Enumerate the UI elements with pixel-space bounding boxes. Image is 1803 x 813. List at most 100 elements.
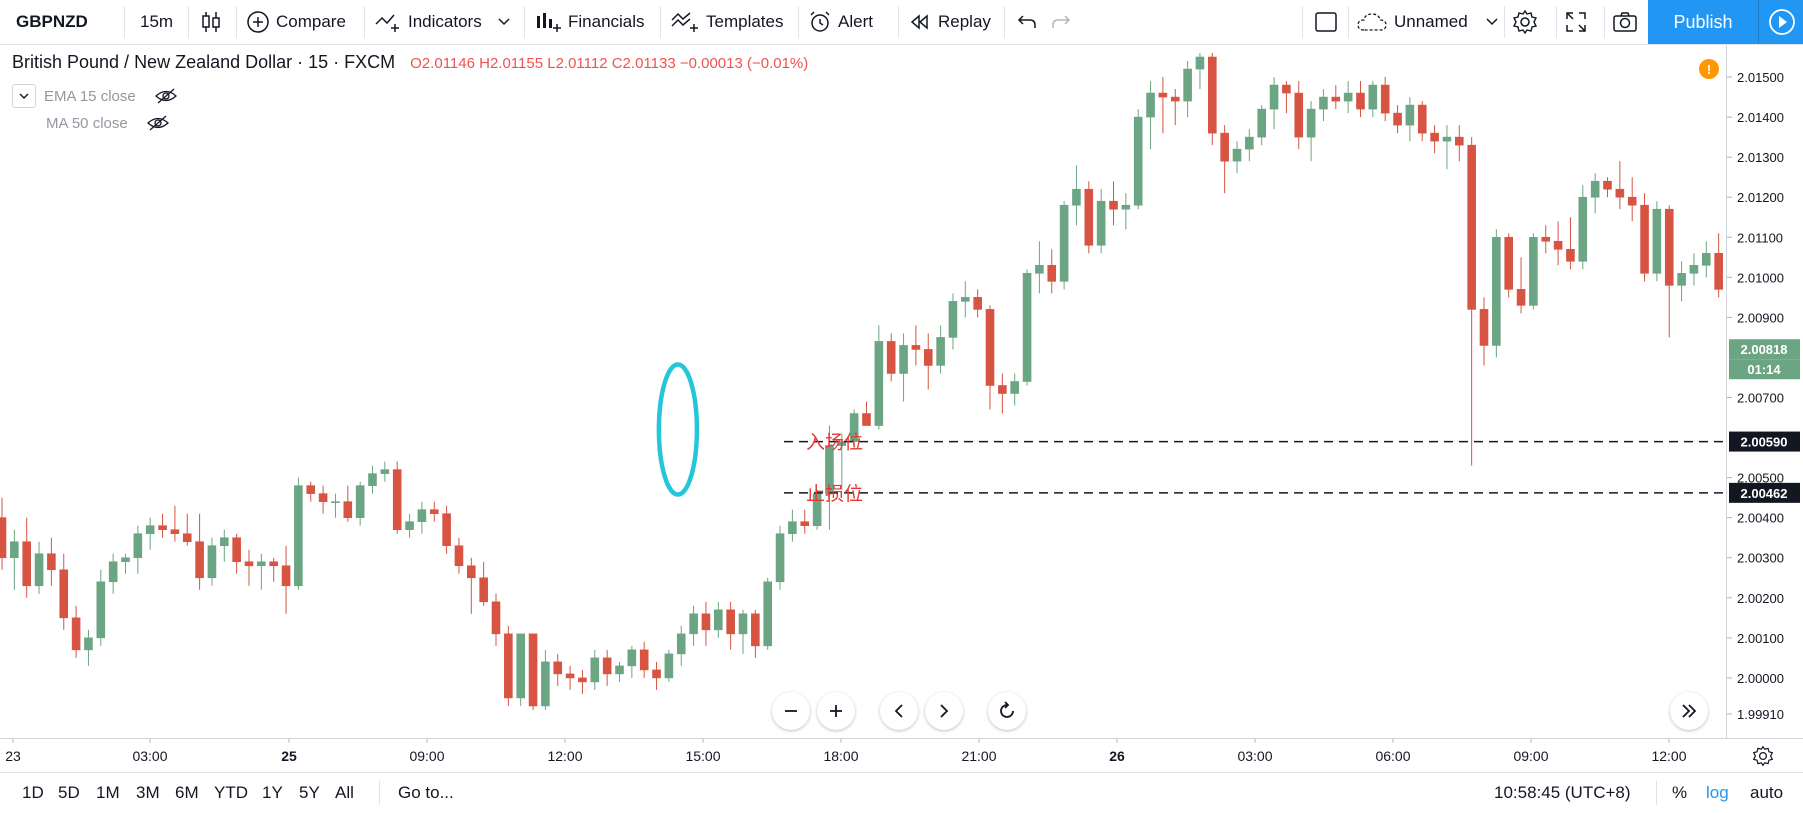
play-circle-icon [1768,8,1796,36]
layout-name-button[interactable]: Unnamed [1356,0,1498,44]
log-toggle[interactable]: log [1706,773,1729,813]
templates-icon [670,10,700,34]
price-tick-label: 2.00900 [1737,310,1784,325]
scroll-right-button[interactable] [925,692,963,730]
alert-badge[interactable]: ! [1699,59,1719,79]
clock-label: 10:58:45 (UTC+8) [1494,783,1631,802]
symbol-search[interactable]: GBPNZD [16,0,88,44]
candle-body [195,541,204,579]
chevron-down-icon [1486,18,1498,26]
symbol-label: GBPNZD [16,12,88,31]
compare-button[interactable]: Compare [246,0,346,44]
candle-body [0,517,7,559]
candle-body [1319,96,1328,110]
templates-button[interactable]: Templates [670,0,783,44]
candle-body [1146,92,1155,118]
candle-body [1183,68,1192,102]
candle-body [84,637,93,651]
price-tick-label: 2.00100 [1737,631,1784,646]
price-scale[interactable]: 2.00590 2.00462 2.01500 2.01400 2.01300 2.012… [1726,45,1803,738]
time-tick-label: 03:00 [132,748,167,764]
candle-body [1541,236,1551,242]
toolbar-divider [364,6,365,38]
candle-body [59,569,69,619]
eye-off-icon[interactable] [154,87,178,105]
publish-button[interactable]: Publish [1648,0,1758,44]
chart-area[interactable]: 入场位 止损位 [0,45,1726,738]
price-tick-label: 2.00000 [1737,671,1784,686]
percent-toggle[interactable]: % [1672,773,1687,813]
cloud-icon [1356,11,1388,33]
candle-body [1356,92,1365,110]
range-1d[interactable]: 1D [22,773,44,813]
indicators-button[interactable]: Indicators [374,0,510,44]
time-axis[interactable]: 23 03:00 25 09:00 12:00 15:00 18:00 21:00 26 03:0… [0,738,1803,773]
candle-body [1566,248,1575,262]
redo-button[interactable] [1050,0,1072,44]
candle-body [676,633,686,655]
scroll-to-latest-button[interactable] [1670,692,1708,730]
financials-button[interactable]: Financials [534,0,645,44]
candle-body [207,545,217,579]
range-5y[interactable]: 5Y [299,773,320,813]
candle-body [1492,236,1501,346]
candle-body [1195,56,1205,70]
snapshot-button[interactable] [1612,0,1638,44]
interval-button[interactable]: 15m [140,0,173,44]
candle-body [1640,204,1649,274]
scroll-left-button[interactable] [880,692,918,730]
candle-body [1072,188,1081,206]
candle-body [985,309,995,386]
settings-button[interactable] [1512,0,1538,44]
undo-icon [1016,12,1038,32]
range-ytd[interactable]: YTD [214,773,248,813]
price-axis[interactable]: 2.00590 2.00462 2.01500 2.01400 2.01300 2.012… [1727,45,1803,738]
auto-toggle[interactable]: auto [1750,773,1783,813]
range-1m[interactable]: 1M [96,773,120,813]
reset-chart-button[interactable] [988,692,1026,730]
range-3m[interactable]: 3M [136,773,160,813]
indicator-ema[interactable]: EMA 15 close [12,84,178,108]
fullscreen-layout-button[interactable] [1314,0,1338,44]
clock[interactable]: 10:58:45 (UTC+8) [1494,773,1631,813]
candle-body [1220,132,1229,162]
candle-body [1257,108,1266,138]
replay-button[interactable]: Replay [908,0,991,44]
range-6m[interactable]: 6M [175,773,199,813]
candle-body [738,613,748,635]
candle-body [244,561,254,567]
settings-icon[interactable] [1752,745,1774,767]
divider [379,781,380,805]
range-5d[interactable]: 5D [58,773,80,813]
time-tick-label: 03:00 [1237,748,1272,764]
candle-body [158,525,167,530]
range-all[interactable]: All [335,773,354,813]
candle-body [825,445,834,494]
publish-label: Publish [1673,11,1733,32]
indicator-ma[interactable]: MA 50 close [12,114,170,132]
percent-label: % [1672,783,1688,802]
candle-body [1035,265,1044,274]
candle-body [343,501,353,518]
fullscreen-button[interactable] [1564,0,1588,44]
candle-body [306,485,316,494]
chevron-down-icon[interactable] [498,18,510,26]
goto-button[interactable]: Go to... [398,773,454,813]
chart-style-button[interactable] [198,0,224,44]
collapse-toggle[interactable] [12,84,36,108]
play-button[interactable] [1758,0,1803,44]
candle-body [491,601,501,635]
eye-off-icon[interactable] [146,114,170,132]
zoom-out-button[interactable] [772,692,810,730]
candle-body [1133,116,1143,206]
plus-circle-icon [246,10,270,34]
candle-body [812,493,822,526]
zoom-in-button[interactable] [817,692,855,730]
alert-button[interactable]: Alert [808,0,873,44]
undo-button[interactable] [1016,0,1038,44]
candle-body [1615,188,1625,198]
range-1y[interactable]: 1Y [262,773,283,813]
candle-body [1368,84,1378,110]
level-annotation: 止损位 [806,483,863,505]
